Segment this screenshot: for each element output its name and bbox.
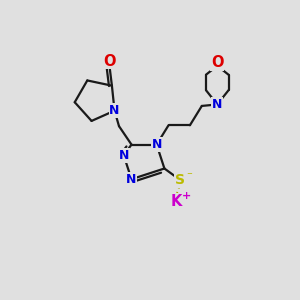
Text: N: N — [212, 98, 223, 111]
Text: K: K — [171, 194, 182, 209]
Text: O: O — [211, 55, 224, 70]
Text: O: O — [103, 53, 116, 68]
Text: S: S — [175, 173, 185, 187]
Text: N: N — [109, 104, 120, 117]
Text: N: N — [152, 138, 162, 151]
Text: N: N — [109, 104, 120, 117]
Text: N: N — [118, 149, 129, 162]
Text: N: N — [126, 173, 137, 186]
Text: N: N — [212, 98, 223, 111]
Text: +: + — [182, 191, 191, 201]
Text: ⁻: ⁻ — [186, 171, 192, 181]
